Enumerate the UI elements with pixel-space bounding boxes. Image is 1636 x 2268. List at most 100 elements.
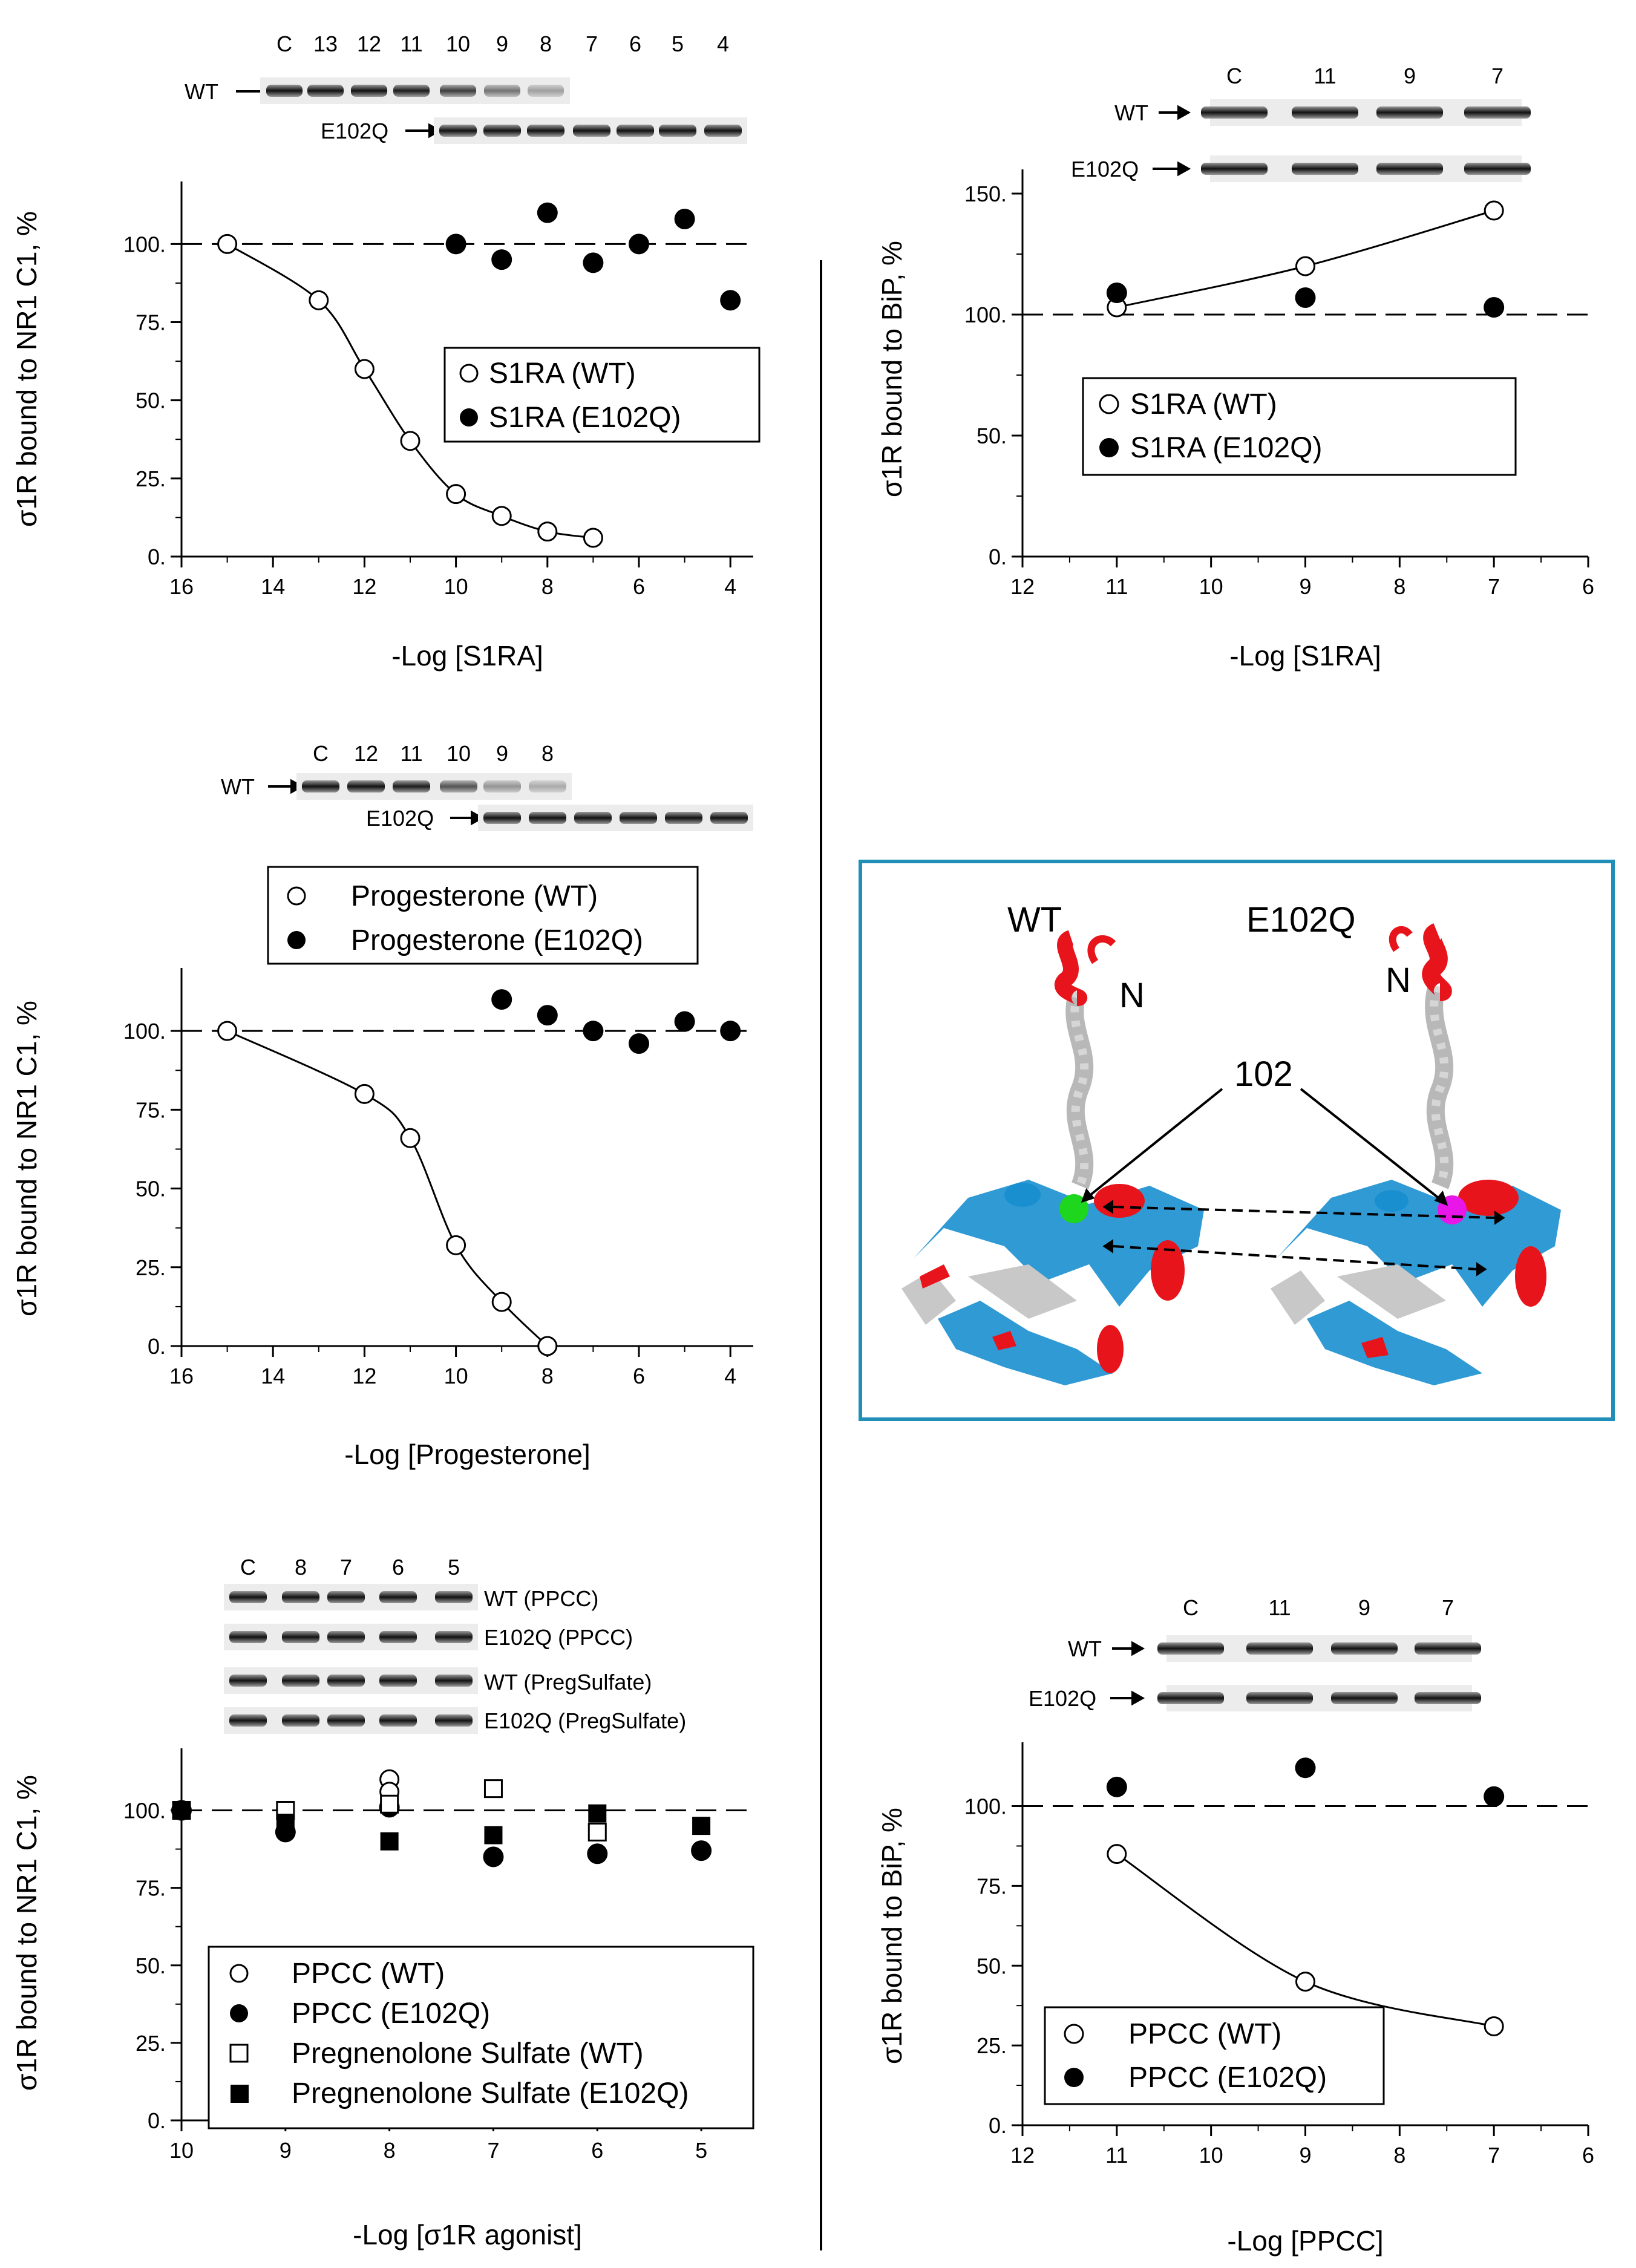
x-tick-label: 4 — [724, 574, 736, 599]
blot-bands — [260, 77, 747, 144]
y-tick-label: 25. — [977, 2033, 1007, 2058]
blot-lane-label: 11 — [1268, 1595, 1291, 1620]
blot-lane-label: 7 — [586, 31, 598, 56]
x-tick-label: 10 — [444, 1364, 468, 1388]
blot-lane-label: C — [276, 31, 292, 56]
data-point-open-circle — [400, 1128, 420, 1148]
data-point-open-circle — [491, 1292, 512, 1312]
data-point-open-circle — [537, 1336, 558, 1356]
blot-lane-label: 12 — [357, 31, 381, 56]
data-point-filled-square — [484, 1826, 503, 1845]
blot-band — [229, 1591, 267, 1603]
legend-label: Pregnenolone Sulfate (E102Q) — [292, 2077, 689, 2110]
blot-lane-label: 12 — [354, 741, 378, 766]
data-point-open-circle — [1107, 1844, 1127, 1864]
data-point-filled-circle — [1484, 297, 1505, 318]
blot-band — [704, 125, 742, 137]
y-tick-label: 25. — [136, 2031, 166, 2056]
blot-band — [435, 1675, 473, 1687]
blot-row-label: WT — [1068, 1636, 1102, 1661]
blot-lane-label: 7 — [340, 1555, 352, 1580]
y-tick-label: 50. — [136, 388, 166, 413]
y-tick-label: 50. — [977, 423, 1007, 448]
data-point-filled-square — [276, 1814, 295, 1832]
data-point-filled-circle — [537, 1005, 558, 1026]
blot-band — [1201, 163, 1268, 175]
blot-band — [574, 812, 612, 824]
blot-band — [529, 780, 566, 792]
y-axis-title: σ1R bound to NR1 C1, % — [11, 1001, 42, 1316]
y-axis-title: σ1R bound to BiP, % — [876, 1808, 908, 2064]
y-tick-label: 50. — [136, 1953, 166, 1978]
x-tick-label: 6 — [1582, 574, 1594, 599]
blot-lane-label: C — [1183, 1595, 1199, 1620]
blot-band — [1246, 1692, 1313, 1704]
data-point-filled-circle — [583, 1021, 604, 1042]
blot-band — [393, 780, 430, 792]
blot-row-label: E102Q — [366, 806, 434, 831]
blot-s1ra-bip: C 11 9 7 WT E102Q — [1071, 64, 1531, 182]
blot-lane-label: C — [1226, 64, 1242, 88]
blot-lane-label: 13 — [313, 31, 338, 56]
data-point-open-circle — [217, 234, 238, 254]
x-tick-label: 14 — [261, 574, 285, 599]
blot-band — [1292, 163, 1358, 175]
y-tick-label: 0. — [148, 544, 166, 569]
legend: S1RA (WT) S1RA (E102Q) — [1082, 377, 1517, 476]
x-tick-label: 8 — [542, 574, 554, 599]
mutant-protein-model — [1271, 923, 1561, 1385]
data-point-open-circle — [537, 521, 558, 542]
blot-lane-label: 10 — [447, 741, 471, 766]
blot-band — [282, 1631, 319, 1643]
blot-band — [379, 1675, 417, 1687]
blot-lane-label: 9 — [1358, 1595, 1370, 1620]
x-tick-label: 7 — [487, 2138, 499, 2163]
blot-row-label: E102Q — [1071, 157, 1139, 181]
y-tick-label: 75. — [136, 1097, 166, 1122]
blot-band — [229, 1675, 267, 1687]
y-tick-label: 25. — [136, 1255, 166, 1280]
legend-label: S1RA (E102Q) — [489, 402, 681, 434]
data-point-filled-circle — [720, 1021, 741, 1042]
blot-lane-label: 8 — [540, 31, 552, 56]
blot-band — [620, 812, 657, 824]
blot-band — [483, 812, 521, 824]
data-point-open-square — [483, 1779, 503, 1799]
blot-row-label: WT (PregSulfate) — [484, 1670, 652, 1694]
blot-band — [1376, 106, 1443, 119]
blot-row-label: E102Q — [321, 119, 388, 143]
structure-label-n-terminus: N — [1119, 976, 1145, 1015]
blot-band — [266, 85, 303, 97]
x-tick-label: 10 — [1199, 574, 1223, 599]
blot-band — [435, 1591, 473, 1603]
data-point-open-circle — [583, 528, 603, 548]
x-tick-label: 8 — [1393, 574, 1405, 599]
data-point-filled-circle — [629, 1033, 649, 1054]
x-tick-label: 6 — [1582, 2143, 1594, 2168]
blot-lane-labels: C 13 12 11 10 9 8 7 6 5 4 — [276, 31, 729, 56]
blot-band — [665, 812, 702, 824]
blot-lane-label: 9 — [1404, 64, 1416, 88]
y-tick-label: 100. — [123, 232, 166, 257]
panel-progesterone-nr1: 16 14 12 10 8 6 4 0. 25. 50. 75. 100. -Log [Progeste… — [11, 741, 753, 1470]
y-tick-label: 50. — [977, 1953, 1007, 1978]
blot-band — [327, 1631, 365, 1643]
y-tick-label: 100. — [964, 1794, 1007, 1819]
legend-label: PPCC (E102Q) — [1128, 2062, 1327, 2094]
legend: Progesterone (WT) Progesterone (E102Q) — [267, 866, 699, 965]
legend-label: PPCC (E102Q) — [292, 1998, 490, 2030]
blot-band — [439, 125, 477, 137]
blot-lane-label: 11 — [400, 741, 422, 766]
legend-label: Progesterone (E102Q) — [351, 924, 643, 956]
blot-band — [282, 1675, 319, 1687]
blot-progesterone: C 12 11 10 9 8 WT E102Q — [221, 741, 753, 831]
blot-band — [1376, 163, 1443, 175]
wt-protein-model — [901, 930, 1204, 1385]
blot-band — [1157, 1692, 1224, 1704]
x-tick-label: 10 — [444, 574, 468, 599]
y-axis-title: σ1R bound to NR1 C1, % — [11, 211, 42, 527]
data-point-filled-circle — [720, 290, 741, 311]
data-point-filled-circle — [1295, 287, 1316, 308]
residue-pointers — [1081, 1088, 1448, 1206]
